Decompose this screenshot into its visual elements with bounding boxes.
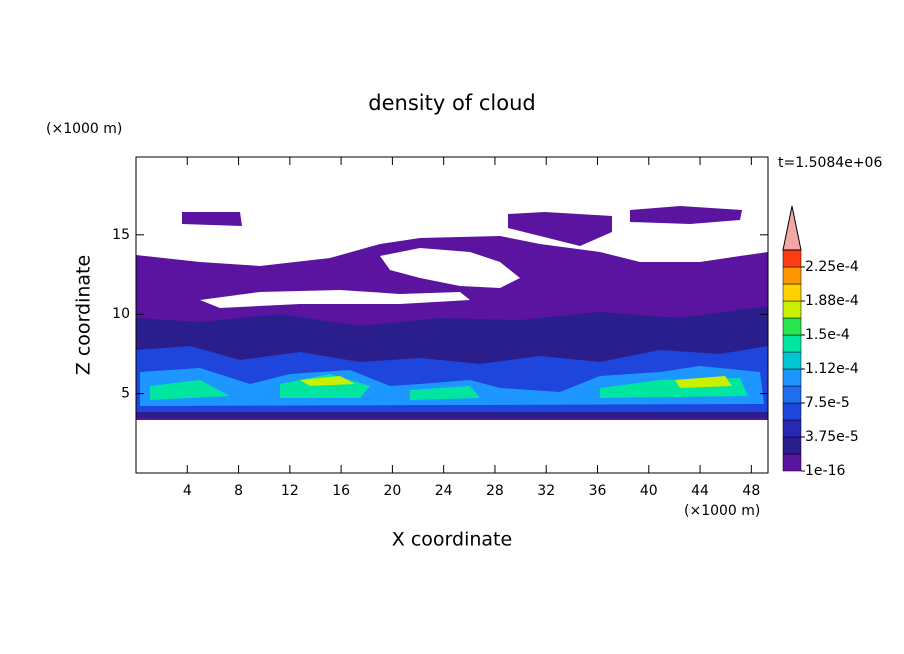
colorbar-band (782, 266, 802, 285)
colorbar-band (782, 334, 802, 353)
colorbar-label: 1.12e-4 (805, 361, 859, 377)
y-tick-label: 10 (112, 306, 130, 322)
x-unit: (×1000 m) (684, 503, 760, 519)
contour-region (182, 206, 742, 246)
x-axis-label: X coordinate (392, 529, 512, 551)
colorbar-label: 1.88e-4 (805, 293, 859, 309)
y-tick-label: 5 (121, 386, 130, 402)
colorbar-label: 7.5e-5 (805, 395, 850, 411)
colorbar-band (782, 249, 802, 268)
y-unit: (×1000 m) (46, 121, 122, 137)
plot-frame (135, 156, 769, 474)
time-annotation: t=1.5084e+06 (778, 155, 882, 171)
colorbar-band (782, 402, 802, 421)
colorbar-band (782, 453, 802, 472)
colorbar-band (782, 351, 802, 370)
colorbar-band (782, 283, 802, 302)
contour-hole (200, 248, 520, 308)
chart-title: density of cloud (368, 91, 535, 115)
colorbar-band (782, 368, 802, 387)
x-tick-label: 44 (691, 483, 709, 499)
x-tick-label: 8 (234, 483, 243, 499)
colorbar-band (782, 300, 802, 319)
x-tick-label: 12 (281, 483, 299, 499)
x-tick-label: 48 (742, 483, 760, 499)
x-tick-label: 24 (435, 483, 453, 499)
colorbar-label: 1e-16 (805, 463, 845, 479)
colorbar-label: 1.5e-4 (805, 327, 850, 343)
x-tick-label: 20 (383, 483, 401, 499)
colorbar-label: 3.75e-5 (805, 429, 859, 445)
colorbar-band (782, 419, 802, 438)
x-tick-label: 28 (486, 483, 504, 499)
x-tick-label: 32 (537, 483, 555, 499)
colorbar-over (782, 205, 802, 251)
y-tick-label: 15 (112, 227, 130, 243)
x-tick-label: 36 (589, 483, 607, 499)
contour-field (136, 206, 768, 420)
colorbar-band (782, 436, 802, 455)
x-tick-label: 16 (332, 483, 350, 499)
contour-region (300, 376, 732, 388)
contour-region (150, 374, 748, 400)
x-tick-label: 4 (183, 483, 192, 499)
x-tick-label: 40 (640, 483, 658, 499)
colorbar-band (782, 385, 802, 404)
colorbar-label: 2.25e-4 (805, 259, 859, 275)
colorbar-band (782, 317, 802, 336)
y-axis-label: Z coordinate (73, 255, 95, 375)
